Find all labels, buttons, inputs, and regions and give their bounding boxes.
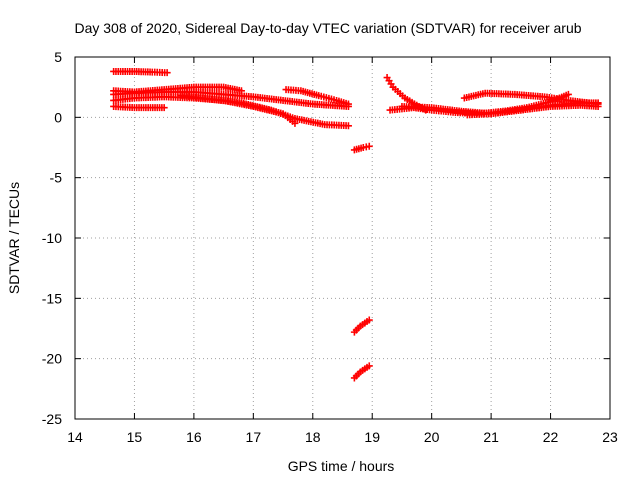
x-tick-label: 22 (543, 429, 559, 445)
x-tick-label: 20 (424, 429, 440, 445)
x-tick-label: 23 (602, 429, 618, 445)
y-tick-labels: -25 -20 -15 -10 -5 0 5 (42, 49, 62, 427)
x-tick-label: 16 (186, 429, 202, 445)
data-point (344, 100, 352, 108)
axis-ticks (74, 56, 611, 420)
data-point (564, 90, 572, 98)
data-series (178, 92, 352, 130)
data-series (282, 86, 352, 108)
y-tick-label: -10 (42, 230, 62, 246)
y-tick-label: -20 (42, 351, 62, 367)
data-series (460, 89, 602, 108)
grid-lines (75, 57, 610, 419)
x-tick-label: 21 (483, 429, 499, 445)
y-tick-label: -5 (50, 170, 63, 186)
y-axis-title: SDTVAR / TECUs (6, 182, 22, 294)
y-tick-label: 0 (54, 109, 62, 125)
data-series (350, 142, 373, 154)
data-point (594, 100, 602, 108)
y-tick-label: 5 (54, 49, 62, 65)
x-tick-label: 17 (246, 429, 262, 445)
data-point (344, 122, 352, 130)
data-point (163, 69, 171, 77)
chart-title: Day 308 of 2020, Sidereal Day-to-day VTE… (74, 20, 581, 36)
x-tick-labels: 14 15 16 17 18 19 20 21 22 23 (67, 429, 618, 445)
data-series (110, 67, 171, 77)
x-axis-title: GPS time / hours (288, 458, 395, 474)
y-tick-label: -25 (42, 411, 62, 427)
y-tick-label: -15 (42, 290, 62, 306)
data-point (365, 142, 373, 150)
x-tick-label: 18 (305, 429, 321, 445)
data-point (160, 104, 168, 112)
x-tick-label: 14 (67, 429, 83, 445)
data-series (110, 102, 168, 112)
data-points (110, 67, 602, 382)
data-point (365, 316, 373, 324)
data-series (350, 362, 373, 382)
x-tick-label: 15 (127, 429, 143, 445)
x-tick-label: 19 (364, 429, 380, 445)
data-series (350, 316, 373, 336)
data-point (365, 362, 373, 370)
